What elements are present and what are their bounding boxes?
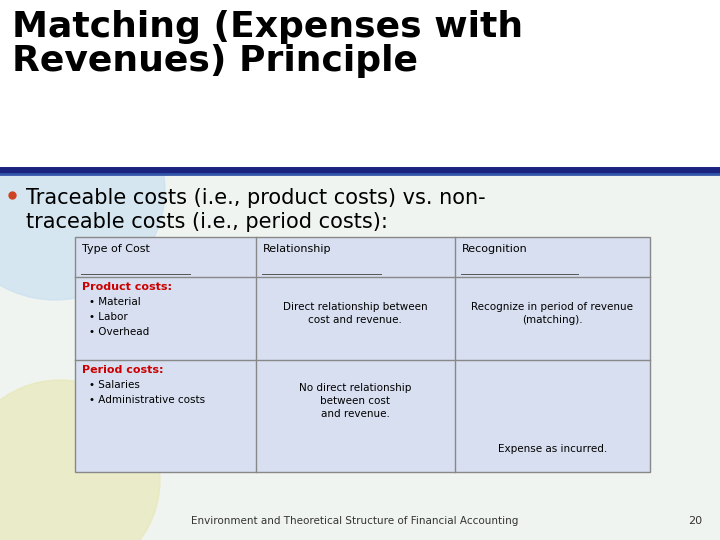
Text: • Administrative costs: • Administrative costs: [89, 395, 205, 405]
Circle shape: [0, 380, 160, 540]
Text: 20: 20: [688, 516, 702, 526]
Text: • Material: • Material: [89, 297, 140, 307]
Text: Type of Cost: Type of Cost: [82, 244, 150, 254]
Text: Direct relationship between
cost and revenue.: Direct relationship between cost and rev…: [283, 302, 428, 325]
Text: Expense as incurred.: Expense as incurred.: [498, 444, 607, 454]
Text: Product costs:: Product costs:: [82, 282, 172, 292]
Text: Period costs:: Period costs:: [82, 365, 163, 375]
Circle shape: [0, 80, 165, 300]
Text: traceable costs (i.e., period costs):: traceable costs (i.e., period costs):: [26, 212, 388, 232]
Text: Relationship: Relationship: [263, 244, 332, 254]
Text: • Labor: • Labor: [89, 312, 127, 322]
Text: • Salaries: • Salaries: [89, 380, 140, 390]
Text: No direct relationship
between cost
and revenue.: No direct relationship between cost and …: [299, 383, 412, 419]
Text: Traceable costs (i.e., product costs) vs. non-: Traceable costs (i.e., product costs) vs…: [26, 188, 485, 208]
FancyBboxPatch shape: [0, 0, 720, 175]
Text: Recognition: Recognition: [462, 244, 527, 254]
Text: • Overhead: • Overhead: [89, 327, 149, 337]
Text: Revenues) Principle: Revenues) Principle: [12, 44, 418, 78]
FancyBboxPatch shape: [75, 237, 650, 472]
Text: Recognize in period of revenue
(matching).: Recognize in period of revenue (matching…: [472, 302, 634, 325]
Text: Matching (Expenses with: Matching (Expenses with: [12, 10, 523, 44]
Text: Environment and Theoretical Structure of Financial Accounting: Environment and Theoretical Structure of…: [192, 516, 518, 526]
